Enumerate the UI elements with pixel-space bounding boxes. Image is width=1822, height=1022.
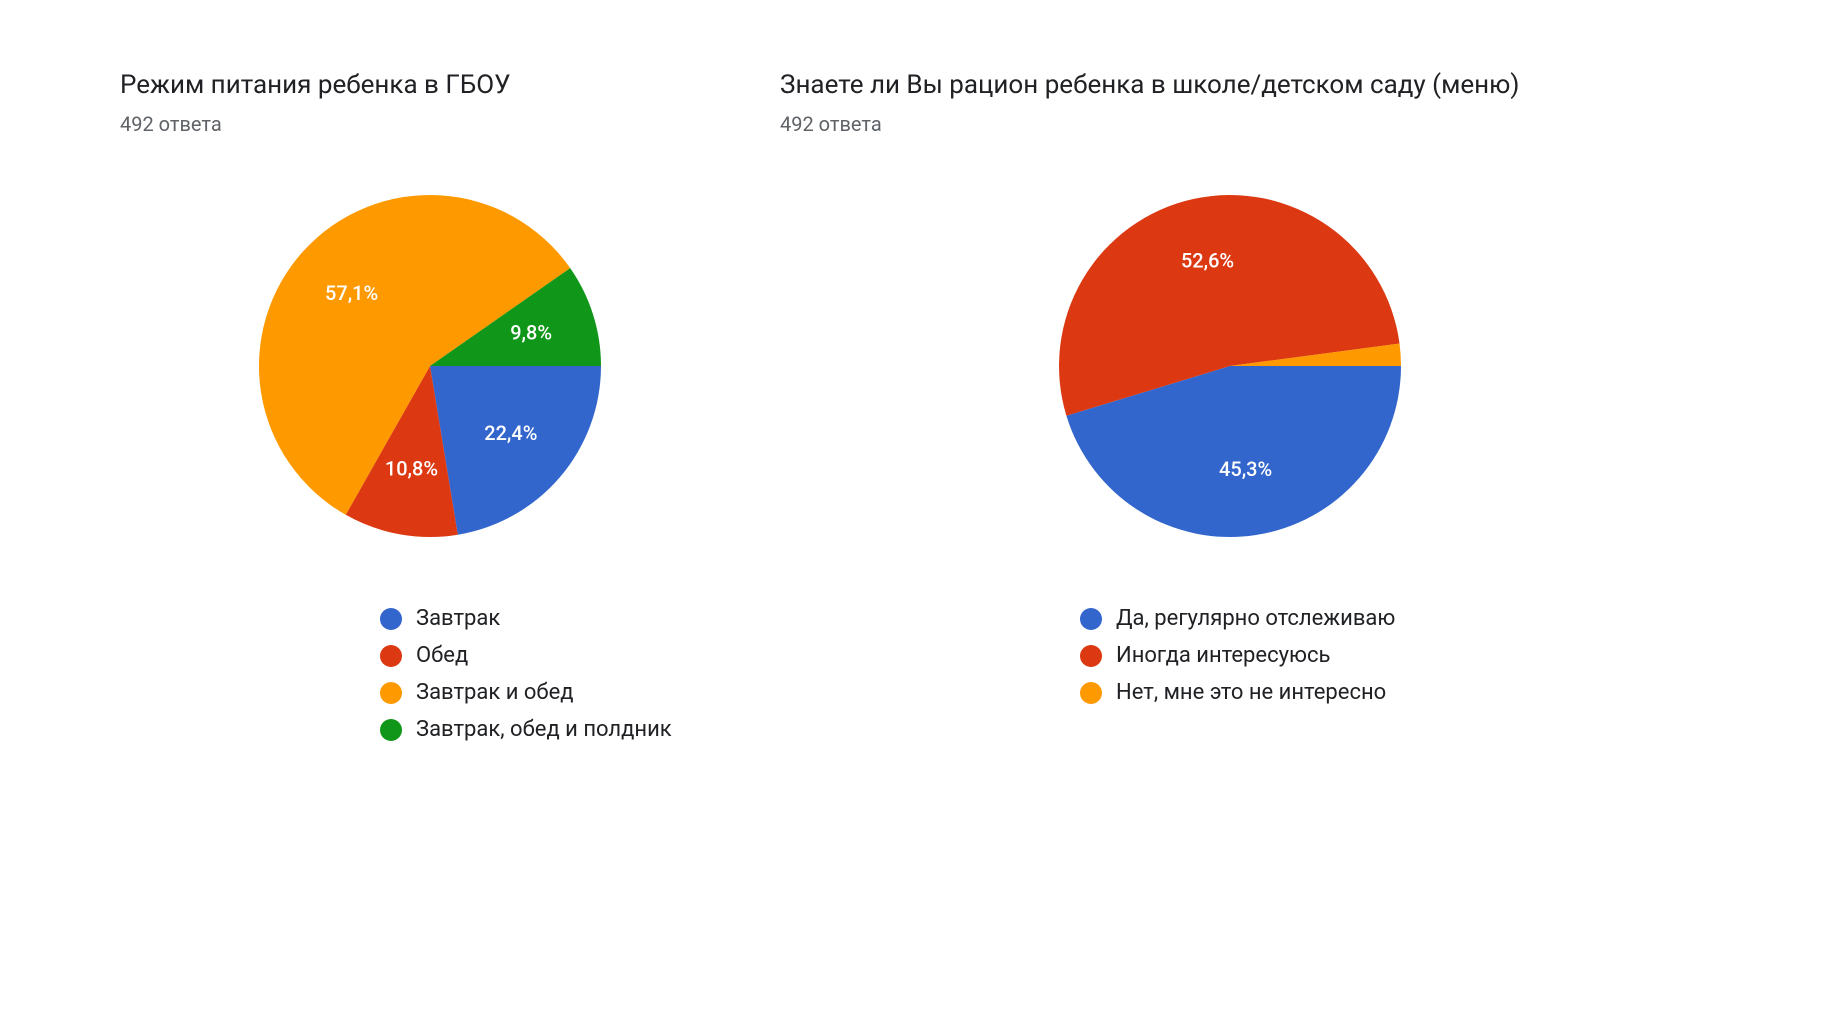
pie-slice[interactable]: [430, 366, 601, 535]
legend-dot-icon: [380, 645, 402, 667]
right-legend: Да, регулярно отслеживаю Иногда интересую…: [1080, 606, 1395, 717]
legend-item[interactable]: Да, регулярно отслеживаю: [1080, 606, 1395, 631]
pie-slice-label: 22,4%: [484, 422, 537, 445]
legend-item[interactable]: Обед: [380, 643, 672, 668]
right-pie-chart: 45,3% 52,6%: [1040, 176, 1420, 556]
legend-dot-icon: [380, 682, 402, 704]
legend-item[interactable]: Завтрак: [380, 606, 672, 631]
right-pie-area: 45,3% 52,6% Да, регулярно отслеживаю Иногд…: [780, 176, 1680, 717]
legend-dot-icon: [380, 608, 402, 630]
legend-dot-icon: [380, 719, 402, 741]
charts-container: Режим питания ребенка в ГБОУ 492 ответа …: [0, 0, 1822, 1022]
pie-slice-label: 9,8%: [510, 321, 552, 344]
left-pie-area: 22,4% 10,8% 57,1% 9,8% Завтрак Обед Завтрак и…: [120, 176, 740, 754]
left-pie-wrap: 22,4% 10,8% 57,1% 9,8%: [240, 176, 620, 556]
pie-slice-label: 57,1%: [325, 282, 378, 305]
right-chart-subtitle: 492 ответа: [780, 112, 1680, 136]
legend-item[interactable]: Завтрак и обед: [380, 680, 672, 705]
legend-label: Завтрак: [416, 606, 500, 631]
left-pie-chart: 22,4% 10,8% 57,1% 9,8%: [240, 176, 620, 556]
legend-label: Иногда интересуюсь: [1116, 643, 1330, 668]
pie-slice-label: 52,6%: [1181, 250, 1234, 273]
legend-dot-icon: [1080, 645, 1102, 667]
left-chart-block: Режим питания ребенка в ГБОУ 492 ответа …: [120, 70, 740, 982]
left-chart-subtitle: 492 ответа: [120, 112, 740, 136]
legend-label: Нет, мне это не интересно: [1116, 680, 1386, 705]
left-legend: Завтрак Обед Завтрак и обед Завтрак, обед и…: [380, 606, 672, 754]
legend-item[interactable]: Иногда интересуюсь: [1080, 643, 1395, 668]
right-pie-wrap: 45,3% 52,6%: [1040, 176, 1420, 556]
left-chart-title: Режим питания ребенка в ГБОУ: [120, 70, 740, 100]
right-chart-block: Знаете ли Вы рацион ребенка в школе/детс…: [780, 70, 1680, 982]
legend-label: Завтрак, обед и полдник: [416, 717, 672, 742]
pie-slice-label: 45,3%: [1219, 458, 1272, 481]
legend-item[interactable]: Завтрак, обед и полдник: [380, 717, 672, 742]
legend-dot-icon: [1080, 682, 1102, 704]
right-chart-title: Знаете ли Вы рацион ребенка в школе/детс…: [780, 70, 1680, 100]
legend-dot-icon: [1080, 608, 1102, 630]
legend-label: Обед: [416, 643, 468, 668]
pie-slice-label: 10,8%: [385, 458, 438, 481]
legend-label: Завтрак и обед: [416, 680, 574, 705]
legend-label: Да, регулярно отслеживаю: [1116, 606, 1395, 631]
legend-item[interactable]: Нет, мне это не интересно: [1080, 680, 1395, 705]
